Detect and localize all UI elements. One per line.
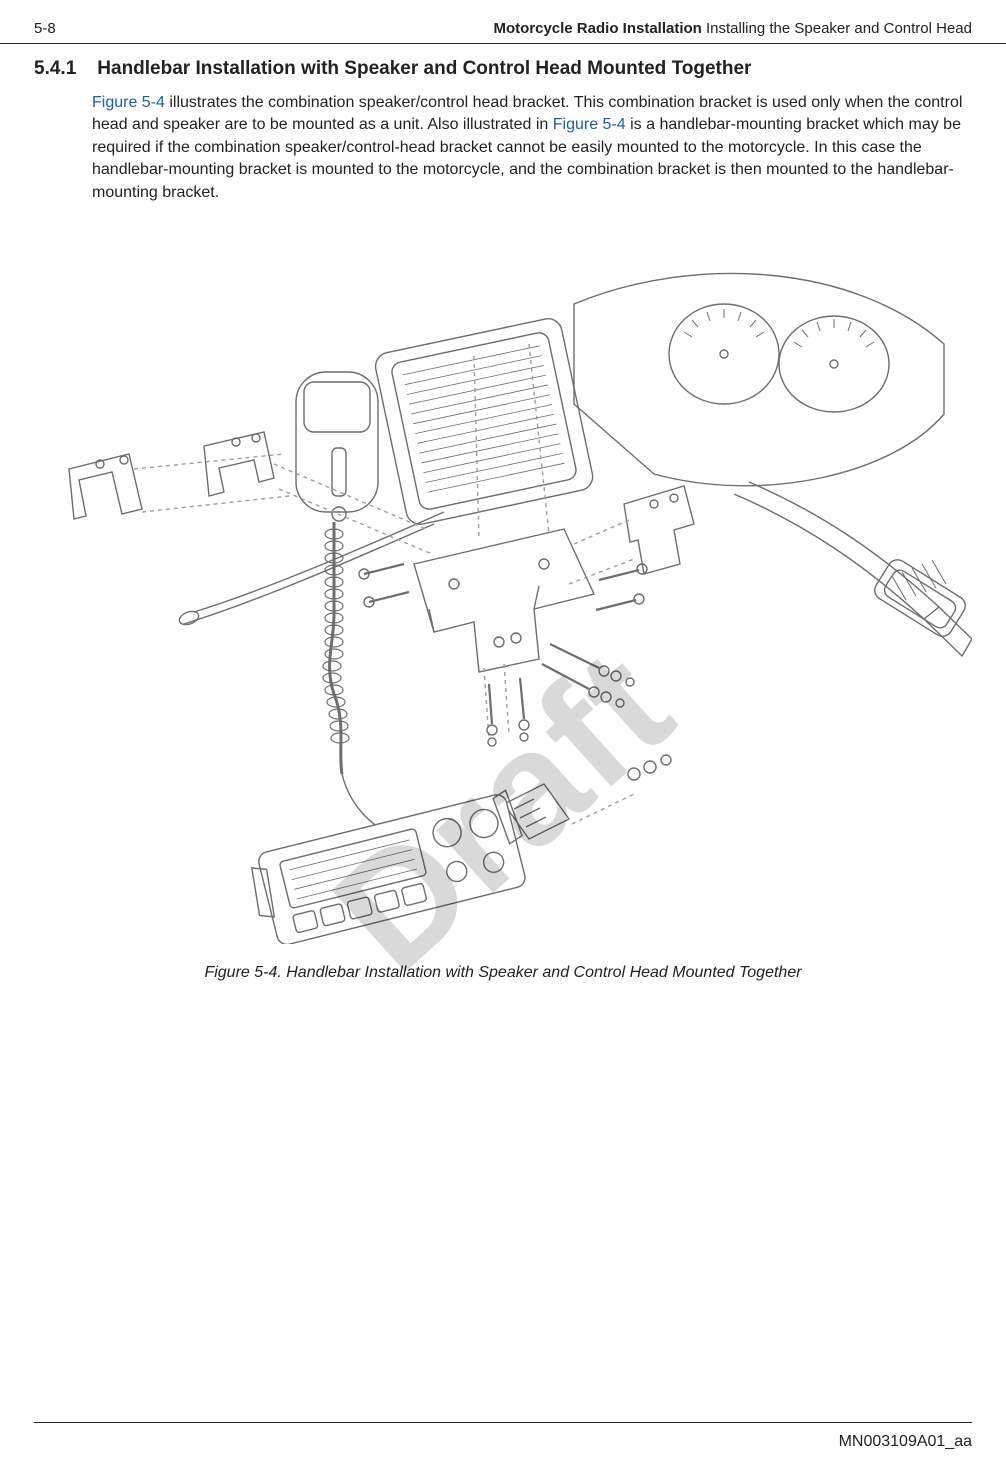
figure-link-1[interactable]: Figure 5-4 <box>92 94 165 111</box>
section-number: 5.4.1 <box>34 58 92 80</box>
figure-caption-text: Handlebar Installation with Speaker and … <box>286 964 801 981</box>
figure-link-2[interactable]: Figure 5-4 <box>553 116 626 133</box>
figure-caption: Figure 5-4. Handlebar Installation with … <box>0 944 1006 982</box>
section-heading: 5.4.1 Handlebar Installation with Speake… <box>0 44 1006 88</box>
page-footer: MN003109A01_aa <box>34 1422 972 1451</box>
section-title: Handlebar Installation with Speaker and … <box>97 58 751 79</box>
body-paragraph: Figure 5-4 illustrates the combination s… <box>0 88 1006 204</box>
chapter-title-light: Installing the Speaker and Control Head <box>702 20 972 37</box>
chapter-title-bold: Motorcycle Radio Installation <box>493 20 701 37</box>
figure-container <box>0 204 1006 944</box>
figure-diagram <box>34 264 972 944</box>
page-header: 5-8 Motorcycle Radio Installation Instal… <box>0 0 1006 44</box>
figure-caption-prefix: Figure 5-4. <box>204 964 286 981</box>
footer-code: MN003109A01_aa <box>839 1433 972 1450</box>
chapter-title: Motorcycle Radio Installation Installing… <box>493 20 972 37</box>
page-number: 5-8 <box>34 20 56 37</box>
